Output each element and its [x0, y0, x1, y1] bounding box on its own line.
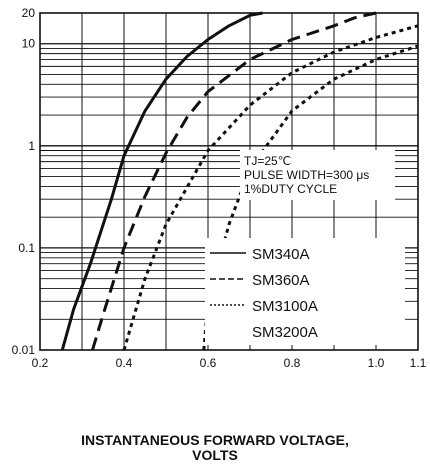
series-layer [60, 11, 419, 351]
condition-text: PULSE WIDTH=300 μs [244, 168, 369, 182]
x-tick-label: 1.1 [410, 356, 427, 370]
legend-box [205, 238, 405, 345]
x-axis-title-line2: VOLTS [192, 447, 238, 463]
x-tick-label: 0.2 [32, 356, 49, 370]
x-tick-label: 0.6 [200, 356, 217, 370]
y-tick-label: 0.1 [18, 241, 35, 255]
legend-label-sm3100a: SM3100A [252, 298, 318, 315]
condition-text: 1%DUTY CYCLE [244, 182, 337, 196]
series-line-sm340a [60, 11, 263, 351]
x-tick-label: 0.4 [116, 356, 133, 370]
y-tick-label: 10 [22, 37, 36, 51]
x-tick-label: 1.0 [368, 356, 385, 370]
conditions-box [240, 150, 395, 200]
series-line-sm3100a [122, 24, 419, 351]
y-tick-label: 1 [28, 139, 35, 153]
y-tick-label: 0.01 [12, 343, 36, 357]
legend-label-sm360a: SM360A [252, 272, 310, 289]
plot-frame [39, 12, 419, 351]
legend-label-sm3200a: SM3200A [252, 324, 318, 341]
condition-text: TJ=25℃ [244, 154, 291, 168]
series-line-sm360a [91, 11, 377, 351]
legend: SM340A SM360A SM3100A SM3200A [210, 246, 318, 341]
x-tick-label: 0.8 [284, 356, 301, 370]
legend-label-sm340a: SM340A [252, 246, 310, 263]
x-axis-title-line1: INSTANTANEOUS FORWARD VOLTAGE, [81, 432, 349, 448]
y-tick-label: 20 [22, 6, 36, 20]
tick-labels: 0.2 0.4 0.6 0.8 1.0 1.1 0.01 0.1 1 10 20 [12, 6, 427, 370]
